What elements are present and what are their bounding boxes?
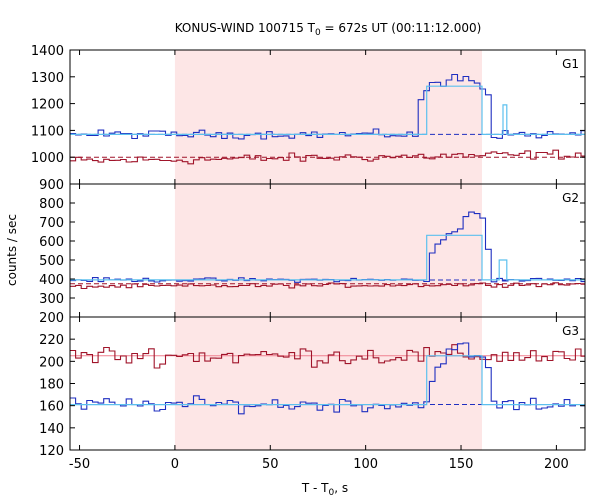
y-tick-label: 180 bbox=[39, 378, 64, 393]
panel-label: G2 bbox=[562, 191, 579, 205]
panel-data bbox=[70, 211, 585, 290]
x-tick-label: 0 bbox=[171, 457, 179, 472]
panels-group: 90010001100120013001400G1200300400500600… bbox=[31, 44, 586, 472]
x-tick-label: 150 bbox=[449, 457, 474, 472]
chart-title-sub: 0 bbox=[315, 28, 321, 38]
x-axis-title-rest: , s bbox=[334, 481, 348, 495]
y-tick-label: 1400 bbox=[31, 44, 64, 59]
shaded-interval bbox=[174, 184, 482, 317]
y-tick-label: 900 bbox=[39, 178, 64, 193]
chart-title-main: KONUS-WIND 100715 T bbox=[175, 21, 316, 35]
x-tick-label: 200 bbox=[544, 457, 569, 472]
y-tick-label: 400 bbox=[39, 273, 64, 288]
y-tick-label: 220 bbox=[39, 333, 64, 348]
shaded-interval bbox=[174, 50, 482, 184]
x-axis-title: T - T0, s bbox=[301, 481, 348, 498]
y-tick-label: 1300 bbox=[31, 71, 64, 86]
light-blue-fit bbox=[70, 355, 585, 406]
panel-data bbox=[70, 73, 585, 165]
x-tick-label: -50 bbox=[69, 457, 90, 472]
y-tick-label: 500 bbox=[39, 254, 64, 269]
y-tick-label: 800 bbox=[39, 197, 64, 212]
y-tick-label: 200 bbox=[39, 311, 64, 326]
panel-g2: 200 300 400 500 600 700 800 G2 bbox=[39, 183, 586, 326]
light-blue-fit bbox=[70, 85, 585, 135]
y-tick-label: 200 bbox=[39, 355, 64, 370]
panel-label: G3 bbox=[562, 324, 579, 338]
y-tick-label: 1200 bbox=[31, 98, 64, 113]
y-tick-label: 1100 bbox=[31, 124, 64, 139]
y-axis-title: counts / sec bbox=[5, 214, 19, 286]
red-series bbox=[70, 149, 585, 165]
y-tick-label: 140 bbox=[39, 422, 64, 437]
x-tick-label: 100 bbox=[353, 457, 378, 472]
x-axis-title-main: T - T bbox=[301, 481, 329, 495]
y-tick-label: 600 bbox=[39, 235, 64, 250]
red-series bbox=[70, 344, 585, 369]
panel-data bbox=[70, 342, 585, 415]
panel-g1: 900 1000 1100 1200 1300 1400 G1 bbox=[31, 44, 586, 193]
x-tick-label: 50 bbox=[262, 457, 279, 472]
x-axis-title-sub: 0 bbox=[329, 488, 335, 498]
light-blue-fit bbox=[70, 234, 585, 281]
y-tick-label: 300 bbox=[39, 292, 64, 307]
y-tick-label: 700 bbox=[39, 216, 64, 231]
y-tick-label: 120 bbox=[39, 444, 64, 459]
chart-title: KONUS-WIND 100715 T0 = 672s UT (00:11:12… bbox=[175, 21, 482, 38]
shaded-interval bbox=[174, 317, 482, 450]
y-tick-label: 1000 bbox=[31, 151, 64, 166]
panel-g3: 120 140 160 180 200 220 G3 bbox=[39, 316, 586, 459]
y-tick-label: 160 bbox=[39, 400, 64, 415]
panel-label: G1 bbox=[562, 57, 579, 71]
red-series bbox=[70, 282, 585, 290]
chart-title-rest: = 672s UT (00:11:12.000) bbox=[321, 21, 482, 35]
